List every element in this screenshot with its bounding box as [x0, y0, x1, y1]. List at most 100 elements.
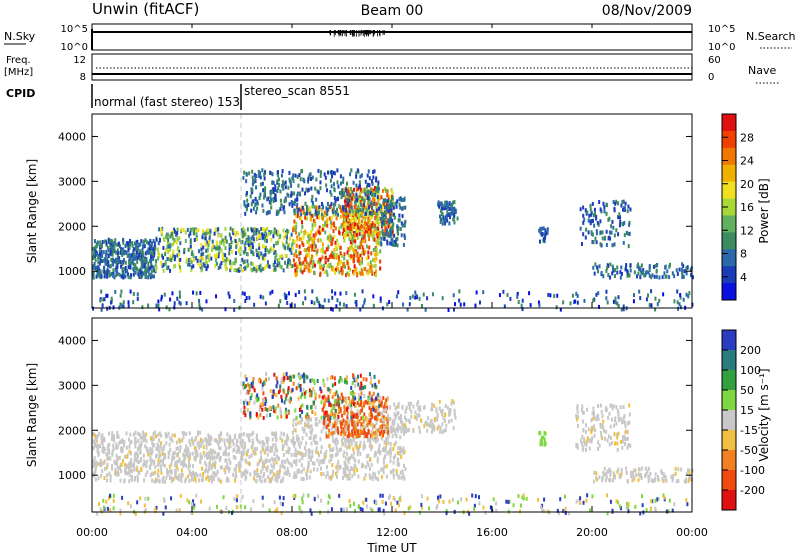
rti-cell: [99, 268, 102, 273]
rti-cell: [239, 432, 242, 437]
rti-cell: [342, 435, 345, 440]
rti-cell: [337, 184, 340, 189]
rti-cell: [124, 266, 127, 271]
rti-cell: [232, 231, 235, 236]
rti-cell: [142, 463, 145, 468]
rti-cell: [298, 374, 301, 379]
rti-cell: [376, 236, 379, 241]
rti-cell: [377, 392, 380, 397]
rti-cell: [346, 250, 349, 255]
rti-cell: [304, 374, 307, 379]
rti-cell: [335, 216, 338, 221]
rti-cell: [139, 447, 142, 452]
rti-cell: [521, 298, 524, 303]
rti-cell: [305, 187, 308, 192]
rti-cell: [227, 445, 230, 450]
rti-cell: [362, 401, 365, 406]
rti-cell: [398, 213, 401, 218]
rti-cell: [553, 294, 556, 299]
rti-cell: [311, 264, 314, 269]
rti-cell: [282, 243, 285, 248]
rti-cell: [300, 229, 303, 234]
rti-cell: [347, 266, 350, 271]
rti-cell: [151, 247, 154, 252]
rti-cell: [350, 391, 353, 396]
rti-cell: [320, 207, 323, 212]
rti-cell: [368, 437, 371, 442]
rti-cell: [330, 235, 333, 240]
rti-cell: [212, 475, 215, 480]
rti-cell: [300, 207, 303, 212]
rti-cell: [579, 207, 582, 212]
rti-cell: [228, 466, 231, 471]
rti-cell: [383, 210, 386, 215]
rti-cell: [355, 467, 358, 472]
rti-cell: [307, 262, 310, 267]
rti-cell: [382, 198, 385, 203]
rti-cell: [111, 239, 114, 244]
rti-cell: [529, 303, 532, 308]
rti-cell: [275, 475, 278, 480]
rti-cell: [341, 188, 344, 193]
rti-cell: [299, 387, 302, 392]
rti-cell: [241, 443, 244, 448]
rti-cell: [292, 459, 295, 464]
rti-cell: [113, 247, 116, 252]
rti-cell: [401, 214, 404, 219]
rti-cell: [180, 438, 183, 443]
rti-cell: [350, 254, 353, 259]
rti-cell: [302, 467, 305, 472]
rti-cell: [276, 470, 279, 475]
rti-cell: [374, 406, 377, 411]
rti-cell: [593, 211, 596, 216]
rti-cell: [367, 268, 370, 273]
rti-cell: [375, 256, 378, 261]
rti-cell: [183, 459, 186, 464]
rti-cell: [255, 265, 258, 270]
rti-cell: [191, 250, 194, 255]
rti-cell: [152, 239, 155, 244]
rti-cell: [311, 223, 314, 228]
rti-cell: [359, 386, 362, 391]
rti-cell: [326, 411, 329, 416]
rti-cell: [219, 465, 222, 470]
rti-cell: [193, 231, 196, 236]
rti-cell: [366, 190, 369, 195]
rti-cell: [256, 472, 259, 477]
rti-cell: [321, 215, 324, 220]
rti-cell: [225, 239, 228, 244]
rti-cell: [300, 463, 303, 468]
rti-cell: [318, 230, 321, 235]
rti-cell: [385, 203, 388, 208]
rti-cell: [205, 260, 208, 265]
rti-cell: [319, 261, 322, 266]
rti-cell: [396, 224, 399, 229]
rti-cell: [343, 235, 346, 240]
rti-cell: [122, 304, 125, 309]
rti-cell: [199, 290, 202, 295]
rti-cell: [314, 434, 317, 439]
rti-cell: [120, 289, 123, 294]
rti-cell: [288, 247, 291, 252]
rti-cell: [616, 270, 619, 275]
rti-cell: [359, 253, 362, 258]
rti-cell: [132, 300, 135, 305]
rti-cell: [292, 173, 295, 178]
rti-cell: [343, 228, 346, 233]
rti-cell: [307, 455, 310, 460]
rti-cell: [274, 198, 277, 203]
rti-cell: [201, 475, 204, 480]
rti-cell: [130, 439, 133, 444]
rti-cell: [129, 465, 132, 470]
rti-cell: [606, 300, 609, 305]
rti-cell: [109, 300, 112, 305]
rti-cell: [360, 422, 363, 427]
rti-cell: [448, 215, 451, 220]
rti-cell: [346, 197, 349, 202]
rti-cell: [353, 231, 356, 236]
rti-cell: [645, 297, 648, 302]
rti-cell: [360, 251, 363, 256]
rti-cell: [324, 413, 327, 418]
rti-cell: [289, 303, 292, 308]
rti-cell: [229, 444, 232, 449]
